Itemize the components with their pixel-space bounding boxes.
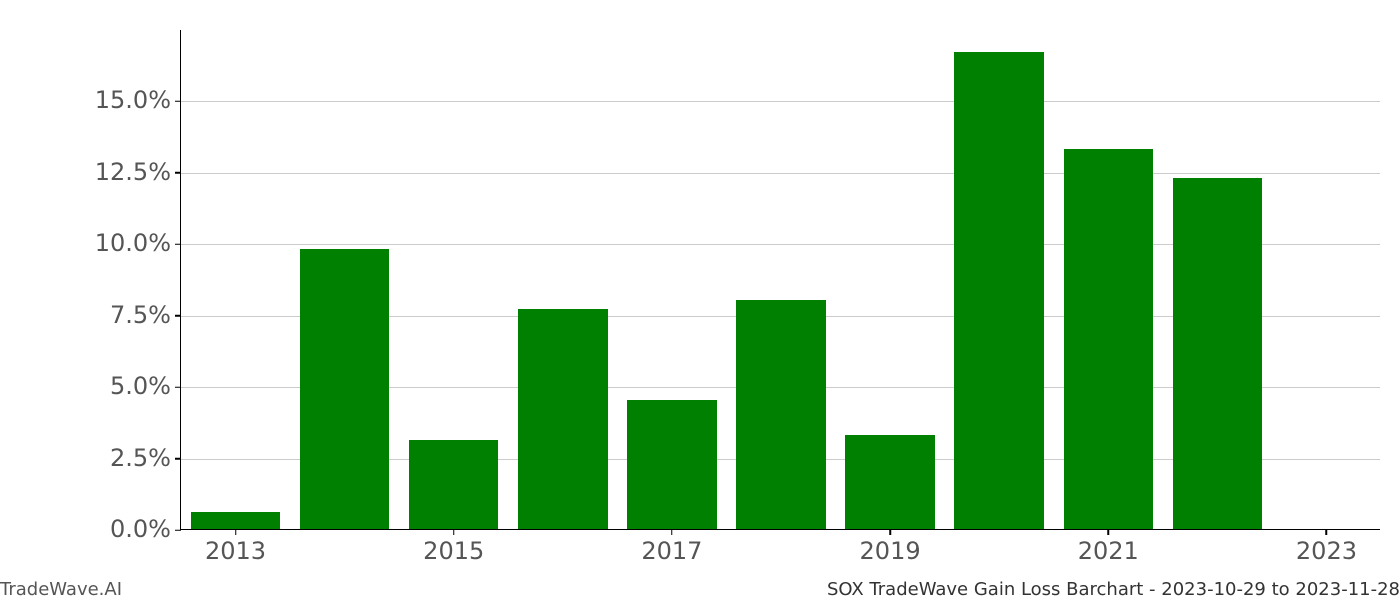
xtick-label: 2015 (423, 529, 484, 565)
bar (954, 52, 1043, 529)
gridline (181, 173, 1380, 174)
ytick-label: 0.0% (110, 515, 181, 543)
bar (191, 512, 280, 529)
bar (627, 400, 716, 529)
chart-container: 0.0% 2.5% 5.0% 7.5% 10.0% 12.5% 15.0% 2013 2015 2… (0, 0, 1400, 600)
bar (1173, 178, 1262, 529)
bar (300, 249, 389, 529)
ytick-label: 10.0% (95, 229, 181, 257)
xtick-label: 2013 (205, 529, 266, 565)
xtick-label: 2019 (860, 529, 921, 565)
plot-area: 0.0%2.5%5.0%7.5%10.0%12.5%15.0%201320152… (180, 30, 1380, 530)
footer-right-text: SOX TradeWave Gain Loss Barchart - 2023-… (827, 579, 1400, 600)
bar (518, 309, 607, 529)
xtick-label: 2017 (641, 529, 702, 565)
xtick-label: 2021 (1078, 529, 1139, 565)
ytick-label: 2.5% (110, 444, 181, 472)
bar (409, 440, 498, 529)
xtick-label: 2023 (1296, 529, 1357, 565)
bar (1064, 149, 1153, 529)
ytick-label: 7.5% (110, 301, 181, 329)
bar (845, 435, 934, 529)
gridline (181, 101, 1380, 102)
ytick-label: 15.0% (95, 86, 181, 114)
ytick-label: 12.5% (95, 158, 181, 186)
footer-left-text: TradeWave.AI (0, 579, 122, 600)
bar (736, 300, 825, 529)
ytick-label: 5.0% (110, 372, 181, 400)
